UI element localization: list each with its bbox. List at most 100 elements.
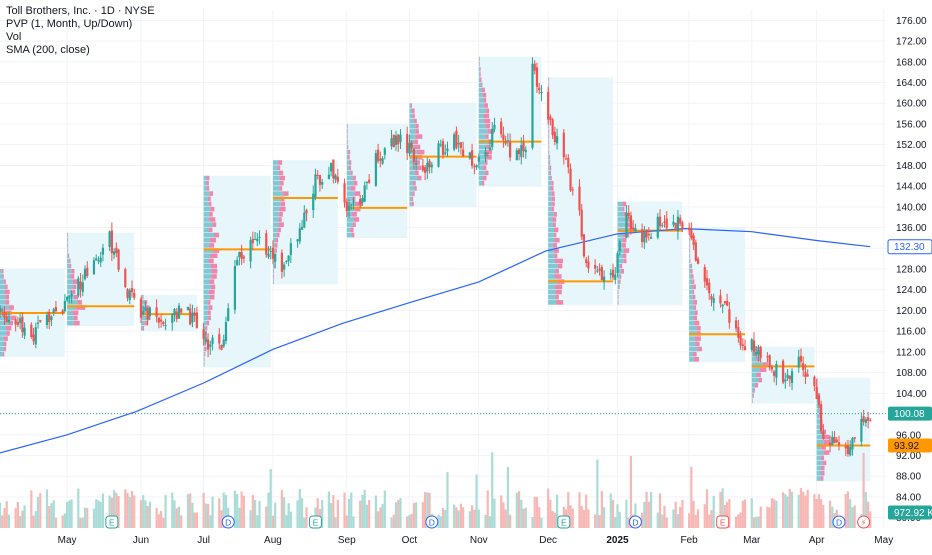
candle-body (270, 251, 272, 252)
profile-bar-up (479, 88, 482, 93)
profile-bar-down (278, 160, 282, 165)
profile-bar-down (209, 217, 215, 222)
volume-bar (384, 491, 386, 528)
candle-body (522, 142, 524, 151)
y-tick-label: 160.00 (896, 99, 927, 110)
profile-bar-up (273, 171, 279, 176)
profile-bar-down (622, 202, 626, 207)
profile-bar-down (693, 305, 696, 310)
profile-bar-up (0, 342, 4, 347)
profile-bar-down (70, 264, 72, 269)
candle-body (100, 258, 102, 263)
candle-body (109, 231, 111, 247)
profile-bar-down (694, 357, 699, 362)
candle-body (299, 228, 301, 241)
profile-bar-down (485, 134, 488, 139)
profile-bar-up (67, 285, 73, 290)
profile-bar-up (689, 347, 697, 352)
profile-bar-down (348, 155, 350, 160)
profile-bar-down (68, 253, 69, 258)
candle-body (802, 363, 804, 370)
candle-body (241, 252, 243, 259)
volume-bar (818, 494, 820, 528)
profile-bar-down (209, 212, 212, 217)
volume-bar (285, 515, 287, 528)
profile-bar-up (347, 217, 354, 222)
volume-bar (413, 503, 415, 528)
profile-bar-up (752, 373, 757, 378)
volume-bar (267, 493, 269, 528)
profile-bar-up (67, 259, 69, 264)
profile-bar-up (479, 98, 484, 103)
profile-bar-down (209, 202, 212, 207)
volume-bar (753, 517, 755, 528)
profile-bar-down (554, 233, 557, 238)
profile-bar-down (280, 176, 285, 181)
profile-bar-down (481, 83, 482, 88)
candle-body (267, 254, 269, 257)
profile-bar-down (211, 269, 217, 274)
profile-bar-down (415, 129, 419, 134)
candle-body (681, 222, 683, 228)
profile-bar-down (695, 310, 698, 315)
profile-bar-down (552, 202, 555, 207)
candle-body (851, 438, 853, 449)
volume-bar (77, 489, 79, 528)
volume-bar (187, 494, 189, 528)
candle-body (650, 237, 652, 239)
volume-bar (587, 509, 589, 528)
legend-sma[interactable]: SMA (200, close) (6, 44, 155, 57)
profile-bar-down (549, 155, 550, 160)
candle-body (695, 242, 697, 260)
profile-bar-down (623, 253, 626, 258)
volume-bar (540, 518, 542, 528)
profile-bar-up (67, 253, 68, 258)
candle-body (48, 312, 50, 322)
volume-bar (690, 467, 692, 528)
candle-body (395, 136, 397, 145)
profile-bar-down (351, 171, 353, 176)
candle-body (616, 253, 618, 273)
profile-bar-up (548, 83, 549, 88)
profile-bar-down (558, 264, 563, 269)
legend-title[interactable]: Toll Brothers, Inc. · 1D · NYSE (6, 5, 155, 18)
candle-body (536, 67, 538, 86)
profile-bar-down (752, 399, 753, 404)
profile-bar-down (695, 336, 701, 341)
candle-body (296, 239, 298, 241)
candle-body (455, 131, 457, 148)
profile-bar-down (759, 378, 763, 383)
legend-pvp[interactable]: PVP (1, Month, Up/Down) (6, 18, 155, 31)
candle-body (547, 92, 549, 120)
profile-bar-down (554, 212, 557, 217)
volume-bar (500, 495, 502, 528)
profile-bar-down (354, 217, 359, 222)
candle-body (319, 175, 321, 185)
candle-body (211, 338, 213, 344)
profile-bar-down (691, 274, 693, 279)
candle-body (722, 305, 724, 307)
profile-bar-down (693, 290, 695, 295)
profile-bar-down (552, 181, 554, 186)
volume-bar (176, 508, 178, 528)
candle-body (178, 306, 180, 319)
candle-body (399, 135, 401, 142)
candle-body (538, 88, 540, 90)
candle-body (265, 233, 267, 254)
profile-bar-up (689, 321, 694, 326)
volume-bar (254, 500, 256, 528)
candle-body (39, 320, 41, 322)
volume-bar (207, 504, 209, 528)
candle-body (158, 317, 160, 322)
legend-vol[interactable]: Vol (6, 31, 155, 44)
profile-bar-down (278, 222, 283, 227)
volume-bar (100, 502, 102, 528)
candle-body (66, 297, 68, 301)
candle-body (252, 239, 254, 243)
profile-bar-up (689, 269, 691, 274)
profile-bar-down (211, 274, 216, 279)
profile-bar-up (548, 165, 550, 170)
